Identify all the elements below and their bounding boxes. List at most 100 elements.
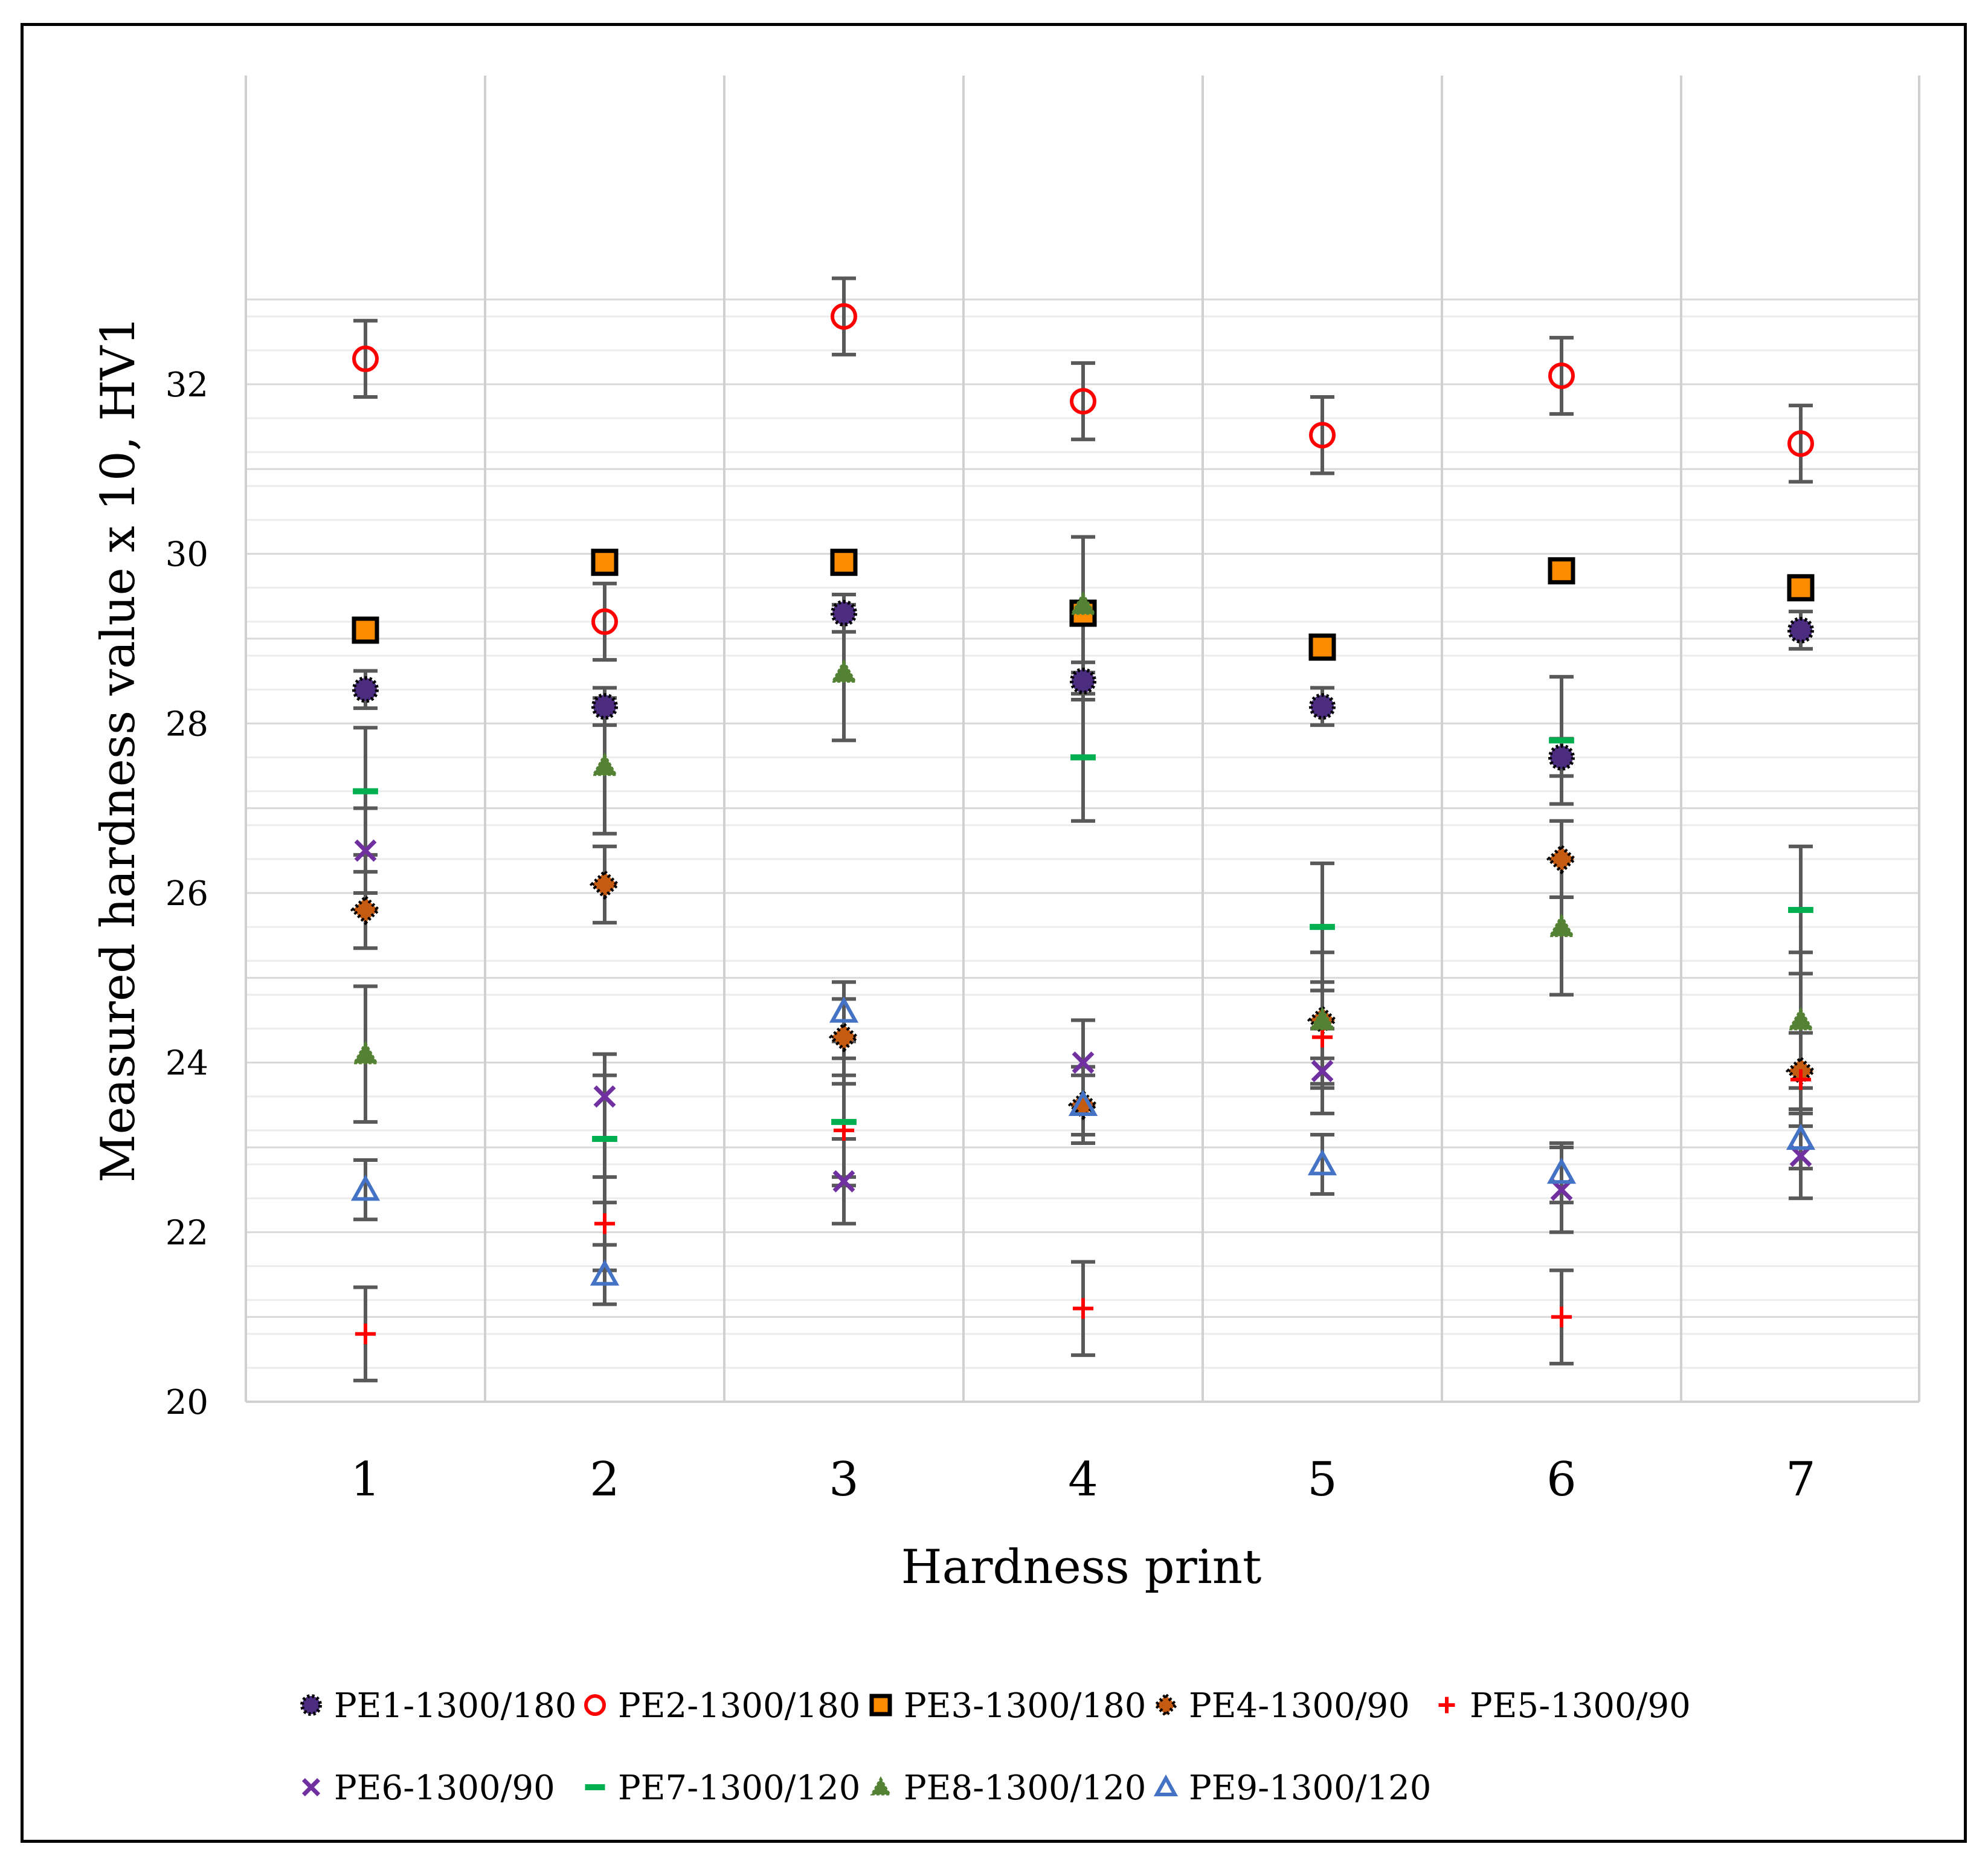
data-point [352,676,379,703]
legend-label: PE1-1300/180 [334,1686,576,1726]
data-point [1548,914,1575,937]
legend-label: PE3-1300/180 [904,1686,1146,1726]
error-bar [1549,335,1574,416]
data-point [1548,362,1575,389]
data-point [1549,737,1574,744]
legend-marker [1438,1697,1455,1714]
data-point [590,1259,620,1286]
marker-shape [829,996,859,1023]
marker-shape [1311,1060,1334,1083]
legend-marker [869,1694,892,1717]
legend-item: PE8-1300/120 [870,1768,1146,1808]
data-point [1072,1298,1094,1319]
data-point [1787,430,1814,457]
data-point [1546,1157,1577,1184]
x-tick-label: 6 [1546,1452,1577,1507]
marker-shape [300,1694,322,1716]
data-point [828,1022,860,1053]
marker-shape [828,1022,860,1053]
x-tick-label: 7 [1786,1452,1816,1507]
x-tick-label: 4 [1068,1452,1098,1507]
error-bars [353,276,1813,1382]
legend-label: PE4-1300/90 [1189,1686,1410,1726]
legend-label: PE9-1300/120 [1189,1768,1431,1808]
data-point [1309,422,1336,449]
error-bar [1789,404,1813,484]
data-point [591,549,619,576]
error-bar [353,318,378,399]
marker-shape [352,676,379,703]
data-point [350,1174,381,1201]
error-bar [593,581,617,662]
data-point [831,303,857,330]
data-point [1070,388,1096,415]
legend-marker [1153,1774,1179,1796]
marker-shape [832,1170,855,1193]
data-point [1067,1089,1099,1120]
data-point [831,659,857,683]
marker-shape [831,659,857,683]
legend-marker [585,1784,605,1790]
legend-item: PE7-1300/120 [585,1768,860,1808]
data-point [354,839,377,862]
x-tick-label: 3 [829,1452,859,1507]
data-point [830,549,858,576]
marker-shape [1072,1051,1095,1074]
x-tick-label: 1 [350,1452,381,1507]
marker-shape [352,345,379,372]
marker-shape [589,869,620,900]
data-point [1787,616,1814,643]
marker-shape [350,1174,381,1201]
legend-marker [301,1778,321,1797]
data-point [1787,1007,1814,1031]
data-point [832,1170,855,1193]
data-point [589,869,620,900]
data-point [352,1040,379,1065]
marker-shape [1548,362,1575,389]
vertical-separators [484,76,1682,1402]
marker-shape [1786,1123,1816,1150]
marker-shape [1153,1692,1179,1718]
legend-item: PE6-1300/90 [301,1768,555,1808]
error-bar [593,1243,617,1306]
legend-marker [300,1694,322,1716]
data-point [831,1118,857,1125]
marker-shape [352,1040,379,1065]
data-point [1786,1123,1816,1150]
error-bar [1310,1132,1334,1196]
data-points [350,303,1816,1344]
marker-shape [1787,430,1814,457]
marker-shape [869,1694,892,1717]
legend-label: PE5-1300/90 [1470,1686,1691,1726]
error-bar [1789,1107,1813,1171]
marker-shape [591,752,618,776]
data-point [831,599,857,627]
data-point [1548,744,1575,771]
y-tick-label: 20 [166,1383,208,1422]
data-point [1546,843,1577,875]
data-point [1072,1051,1095,1074]
legend-label: PE7-1300/120 [618,1768,860,1808]
error-bar [1310,395,1334,476]
marker-shape [831,1118,857,1125]
data-point [1787,574,1815,602]
data-point [1310,924,1335,930]
data-point [355,1323,376,1344]
y-axis-title: Measured hardness value x 10, HV1 [91,316,146,1182]
x-tick-labels: 1 2 3 4 5 6 7 [350,1452,1816,1507]
y-tick-label: 32 [166,366,208,405]
data-point [591,693,618,720]
chart-frame [21,23,1967,1843]
marker-shape [590,1259,620,1286]
marker-shape [1309,693,1336,720]
marker-shape [1068,1089,1098,1117]
marker-shape [1548,914,1575,937]
marker-shape [1308,633,1336,661]
marker-shape [301,1778,321,1797]
data-point [1068,1089,1098,1117]
marker-shape [1067,1089,1099,1120]
y-tick-label: 26 [166,874,208,914]
marker-shape [1310,924,1335,930]
data-point [1307,1149,1337,1176]
